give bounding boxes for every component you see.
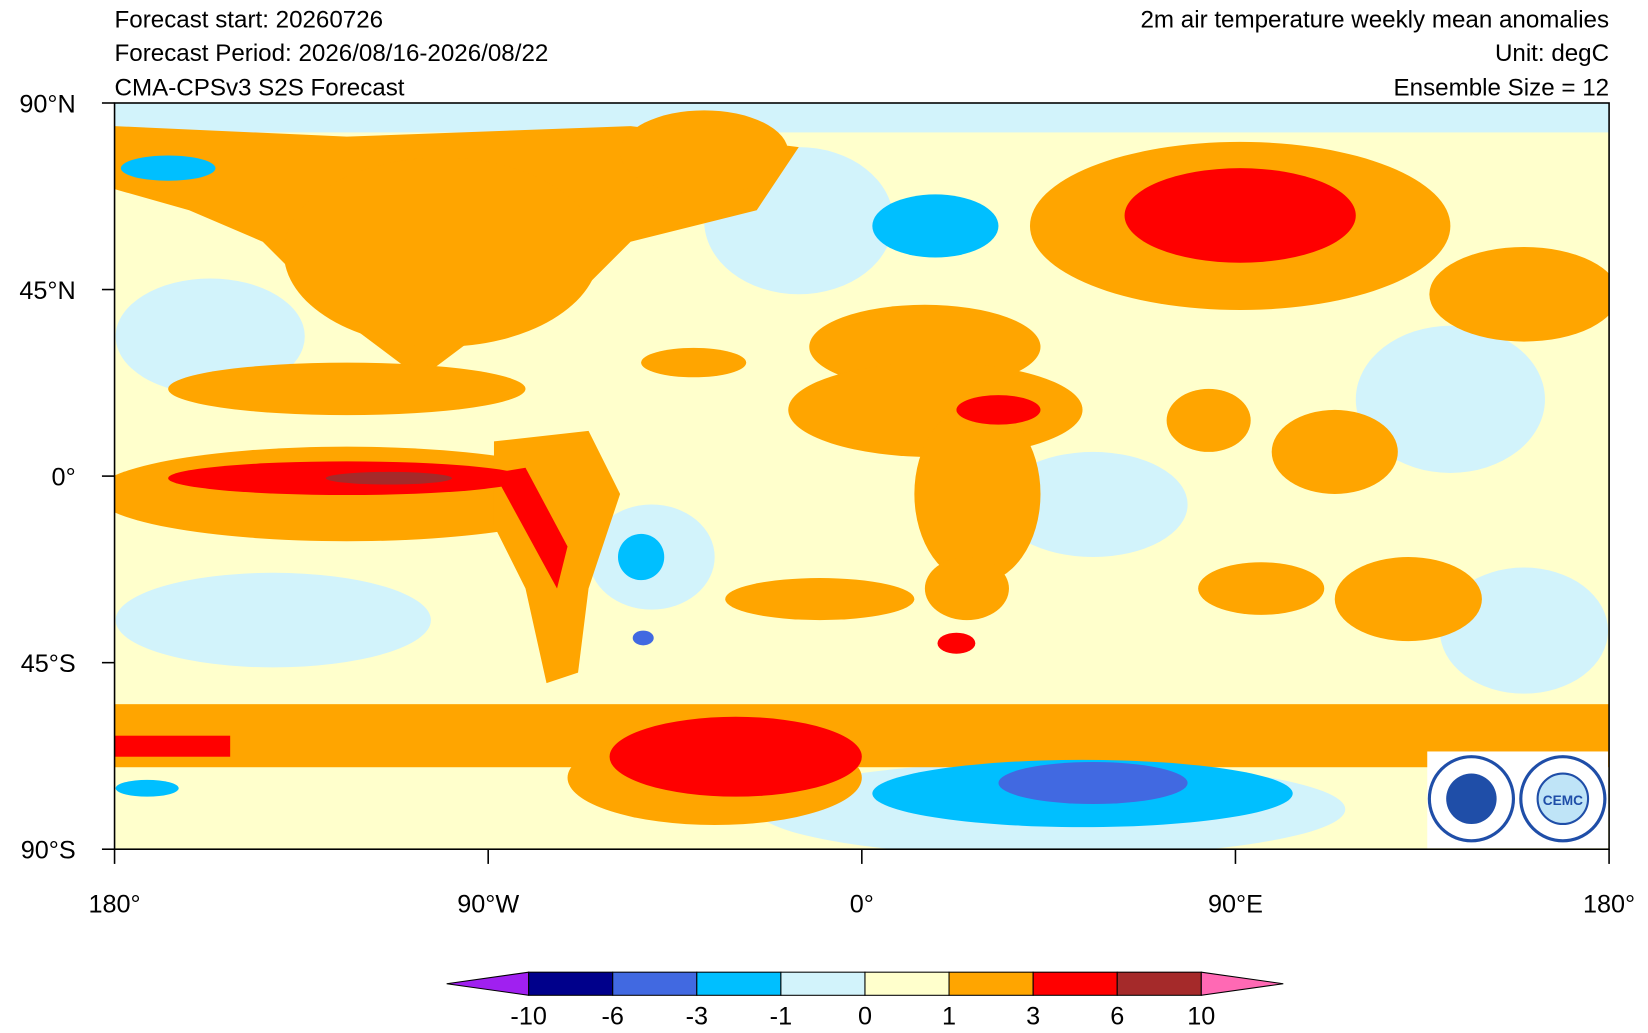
header-right: 2m air temperature weekly mean anomalies	[1141, 6, 1610, 33]
lon-label: 180°	[88, 890, 140, 918]
lon-label: 180°	[1583, 890, 1635, 918]
colorbar-label: 3	[1026, 1003, 1040, 1031]
lat-label: 45°S	[21, 650, 76, 678]
colorbar-label: 10	[1187, 1003, 1215, 1031]
colorbar-box	[1116, 971, 1202, 996]
header-right: Ensemble Size = 12	[1394, 75, 1610, 102]
header-left: Forecast Period: 2026/08/16-2026/08/22	[115, 40, 549, 67]
colorbar-box	[612, 971, 698, 996]
colorbar-label: 0	[858, 1003, 872, 1031]
colorbar-box	[948, 971, 1034, 996]
lon-label: 90°W	[457, 890, 519, 918]
lat-label: 90°S	[21, 837, 76, 865]
colorbar-label: 1	[942, 1003, 956, 1031]
header: Forecast start: 20260726 Forecast Period…	[115, 6, 1610, 101]
lat-label: 45°N	[19, 277, 75, 305]
logos: CEMC	[1427, 751, 1609, 849]
map-field	[114, 102, 1610, 850]
lon-label: 90°E	[1208, 890, 1263, 918]
colorbar-label: -10	[510, 1003, 546, 1031]
colorbar-box	[1032, 971, 1118, 996]
very-cold-areas	[632, 630, 1188, 805]
colorbar-triangle	[1200, 971, 1284, 996]
logo-cemc-core	[1536, 772, 1590, 826]
logo-text: CEMC	[1543, 793, 1583, 808]
lat-label: 90°N	[19, 90, 75, 118]
colorbar-triangle	[446, 971, 530, 996]
colorbar-label: 6	[1110, 1003, 1124, 1031]
colorbar-label: -6	[602, 1003, 624, 1031]
colorbar-label: -3	[686, 1003, 708, 1031]
colorbar-box	[780, 971, 866, 996]
colorbar-box	[864, 971, 950, 996]
colorbar-box	[528, 971, 614, 996]
logo-cma-core	[1446, 773, 1497, 824]
header-left: Forecast start: 20260726	[115, 6, 384, 33]
header-right: Unit: degC	[1495, 40, 1609, 67]
extreme-area	[325, 471, 452, 485]
header-left: CMA-CPSv3 S2S Forecast	[115, 75, 405, 102]
colorbar-label: -1	[770, 1003, 792, 1031]
hot-areas	[114, 168, 1356, 797]
lon-label: 0°	[850, 890, 874, 918]
colorbar-box	[696, 971, 782, 996]
figure-body: Forecast start: 20260726 Forecast Period…	[19, 6, 1635, 1030]
lat-label: 0°	[52, 464, 76, 492]
